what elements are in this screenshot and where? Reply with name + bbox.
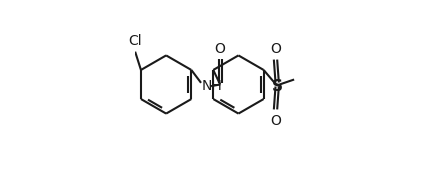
Text: O: O xyxy=(271,42,281,56)
Text: S: S xyxy=(272,79,283,94)
Text: Cl: Cl xyxy=(128,34,142,48)
Text: O: O xyxy=(215,42,225,56)
Text: NH: NH xyxy=(202,79,222,93)
Text: O: O xyxy=(271,114,281,128)
